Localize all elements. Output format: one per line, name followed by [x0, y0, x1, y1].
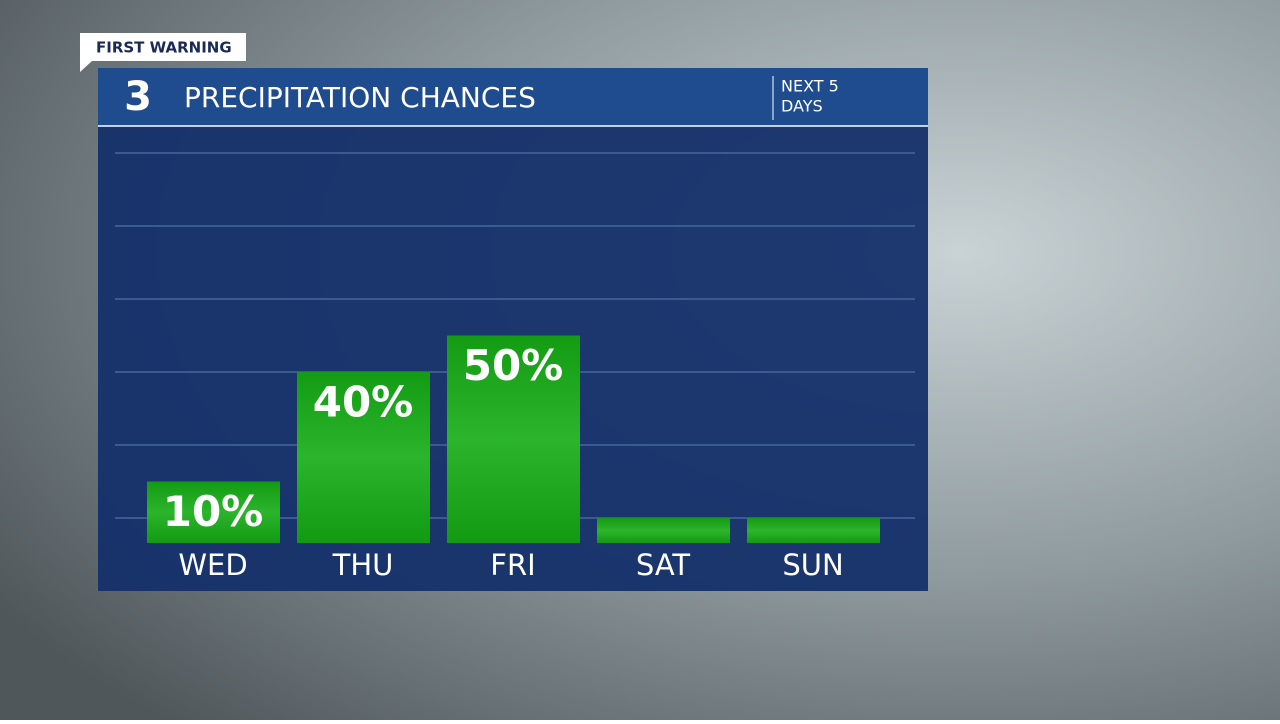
x-tick-label: SUN: [782, 548, 843, 582]
badge-tail: [80, 61, 92, 72]
x-tick-label: FRI: [490, 548, 535, 582]
bar: [297, 372, 430, 543]
badge-box: [80, 33, 246, 61]
subtitle: DAYS: [781, 97, 823, 116]
x-tick-label: THU: [332, 548, 394, 582]
logo: 3: [124, 74, 152, 120]
bar: [447, 335, 580, 543]
bar: [747, 518, 880, 543]
bar: [147, 481, 280, 543]
subtitle: NEXT 5: [781, 77, 839, 96]
badge: FIRST WARNING: [96, 39, 232, 57]
value-label: 10%: [163, 487, 264, 536]
x-tick-label: WED: [178, 548, 247, 582]
value-label: 50%: [463, 341, 564, 390]
chart-title: PRECIPITATION CHANCES: [184, 81, 536, 114]
x-tick-label: SAT: [636, 548, 691, 582]
value-label: 40%: [313, 378, 414, 427]
header: [98, 68, 928, 126]
bar: [597, 518, 730, 543]
